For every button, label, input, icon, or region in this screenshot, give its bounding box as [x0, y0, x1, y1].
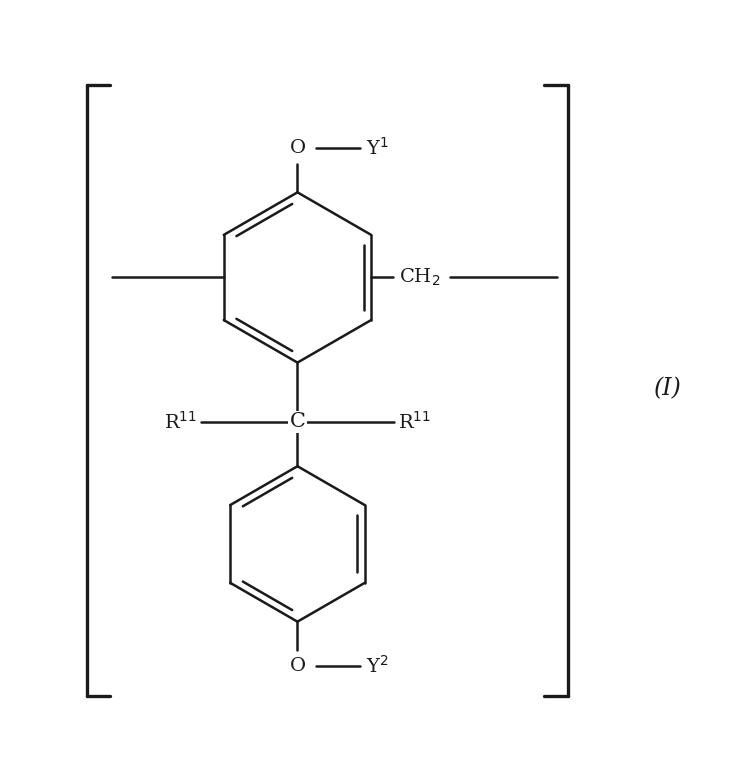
Text: Y$^{1}$: Y$^{1}$: [366, 137, 389, 159]
Text: (I): (I): [654, 377, 681, 400]
Text: CH$_2$: CH$_2$: [399, 267, 440, 288]
Text: R$^{11}$: R$^{11}$: [164, 411, 197, 433]
Text: O: O: [290, 139, 305, 157]
Text: O: O: [290, 657, 305, 675]
Text: Y$^{2}$: Y$^{2}$: [366, 655, 389, 677]
Text: R$^{11}$: R$^{11}$: [398, 411, 431, 433]
Text: C: C: [290, 413, 305, 431]
